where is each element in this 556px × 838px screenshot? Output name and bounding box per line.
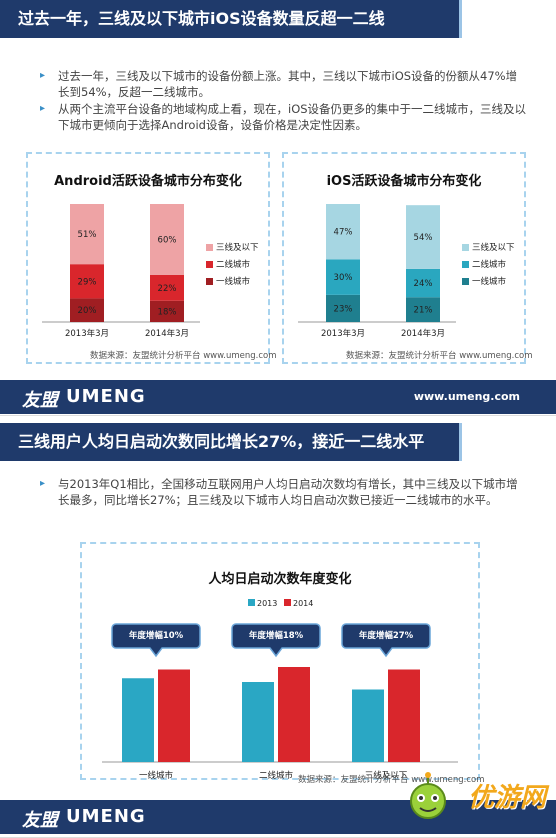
legend-swatch: [248, 599, 255, 606]
data-label: 30%: [334, 273, 353, 283]
legend-swatch: [462, 244, 469, 251]
source-note: 数据来源：友盟统计分析平台 www.umeng.com: [90, 351, 277, 361]
footer-url[interactable]: www.umeng.com: [413, 390, 520, 403]
data-label: 54%: [414, 233, 433, 243]
bar: [122, 678, 154, 762]
data-label: 29%: [78, 277, 97, 287]
launches-chart-panel: 人均日启动次数年度变化 2013 2014 一线城市 年度增幅10% 二线城市 年度增幅1…: [80, 542, 480, 781]
tick-label: 三线及以下: [365, 770, 408, 781]
bar-segment: [326, 259, 360, 295]
bar-segment: [70, 298, 104, 322]
data-label: 22%: [158, 284, 177, 294]
legend-label: 三线及以下: [216, 242, 259, 253]
bullet-item: ▸ 与2013年Q1相比，全国移动互联网用户人均日启动次数均有增长，其中三线及以下…: [40, 476, 528, 508]
data-label: 24%: [414, 279, 433, 289]
slide-title: 三线用户人均日启动次数同比增长27%，接近一二线水平: [0, 423, 462, 461]
ios-stacked-chart: 23% 30% 47% 2013年3月 21% 24% 54% 2014年3月 三线及以下二线城…: [298, 204, 515, 339]
android-chart-panel: Android活跃设备城市分布变化 20% 29% 51% 2013年3月 18% 22%…: [26, 152, 270, 364]
umeng-logo: 友盟: [22, 390, 58, 411]
slide-title: 过去一年，三线及以下城市iOS设备数量反超一二线: [0, 0, 462, 38]
bar-segment: [150, 274, 184, 301]
legend-label: 2014: [293, 599, 313, 608]
bullet-list: ▸ 过去一年，三线及以下城市的设备份额上涨。其中，三线以下城市iOS设备的份额从4…: [40, 68, 528, 134]
tick-label: 2014年3月: [145, 328, 189, 339]
callout-label: 年度增幅27%: [359, 630, 414, 641]
callout-bubble: [231, 623, 321, 658]
tick-label: 2014年3月: [401, 328, 445, 339]
tick-label: 2013年3月: [321, 328, 365, 339]
umeng-logo-en: UMENG: [66, 806, 146, 827]
watermark-text: 优游网: [467, 783, 546, 813]
bullet-item: ▸ 过去一年，三线及以下城市的设备份额上涨。其中，三线以下城市iOS设备的份额从4…: [40, 68, 528, 100]
bar: [242, 682, 274, 762]
bullet-item: ▸ 从两个主流平台设备的地域构成上看，现在，iOS设备仍更多的集中于一二线城市，三…: [40, 101, 528, 133]
legend-label: 三线及以下: [472, 242, 515, 253]
legend-swatch: [284, 599, 291, 606]
legend-swatch: [206, 244, 213, 251]
chart-title: 人均日启动次数年度变化: [208, 572, 352, 587]
slide-daily-launches: 三线用户人均日启动次数同比增长27%，接近一二线水平 ▸ 与2013年Q1相比，全…: [0, 418, 556, 838]
callout-label: 年度增幅18%: [249, 630, 304, 641]
bullet-arrow-icon: ▸: [40, 103, 46, 114]
callout-bubble: [341, 623, 431, 658]
legend-swatch: [462, 261, 469, 268]
bullet-text: 从两个主流平台设备的地域构成上看，现在，iOS设备仍更多的集中于一二线城市，三线…: [58, 102, 527, 132]
bullet-arrow-icon: ▸: [40, 478, 46, 489]
chart-title: iOS活跃设备城市分布变化: [326, 174, 482, 189]
legend-label: 二线城市: [216, 259, 251, 270]
footer-bar: 友盟 UMENG: [0, 800, 556, 834]
data-label: 20%: [78, 306, 97, 316]
bar: [388, 669, 420, 762]
bar: [158, 669, 190, 762]
bar: [352, 689, 384, 762]
callout-bubble: [111, 623, 201, 658]
legend-swatch: [462, 278, 469, 285]
data-label: 23%: [334, 304, 353, 314]
bar-segment: [326, 204, 360, 260]
source-note: 数据来源：友盟统计分析平台 www.umeng.com: [346, 351, 533, 361]
bullet-list: ▸ 与2013年Q1相比，全国移动互联网用户人均日启动次数均有增长，其中三线及以下…: [40, 476, 528, 509]
data-label: 18%: [158, 307, 177, 317]
bar-segment: [406, 268, 440, 298]
data-label: 21%: [414, 306, 433, 316]
tick-label: 一线城市: [139, 770, 174, 781]
umeng-logo-en: UMENG: [66, 386, 146, 407]
bullet-text: 与2013年Q1相比，全国移动互联网用户人均日启动次数均有增长，其中三线及以下城…: [58, 477, 518, 507]
launches-grouped-chart: 2013 2014 一线城市 年度增幅10% 二线城市 年度增幅18% 三线及以下 年度增幅2…: [102, 599, 458, 781]
tick-label: 二线城市: [259, 770, 294, 781]
bar-segment: [70, 264, 104, 299]
legend-label: 2013: [257, 599, 277, 608]
bar-segment: [406, 297, 440, 322]
bar-segment: [70, 204, 104, 265]
chart-title: Android活跃设备城市分布变化: [54, 174, 242, 189]
slide-ios-share: 过去一年，三线及以下城市iOS设备数量反超一二线 ▸ 过去一年，三线及以下城市的设…: [0, 0, 556, 416]
tick-label: 2013年3月: [65, 328, 109, 339]
data-label: 47%: [334, 228, 353, 238]
source-note: 数据来源：友盟统计分析平台 www.umeng.com: [298, 775, 485, 785]
legend-swatch: [206, 278, 213, 285]
legend-label: 一线城市: [216, 276, 251, 287]
android-stacked-chart: 20% 29% 51% 2013年3月 18% 22% 60% 2014年3月 三线及以下二线城…: [42, 204, 259, 339]
bar-segment: [406, 205, 440, 269]
footer-bar: 友盟 UMENG www.umeng.com: [0, 380, 556, 414]
bar-segment: [150, 204, 184, 275]
bullet-arrow-icon: ▸: [40, 70, 46, 81]
legend-label: 一线城市: [472, 276, 507, 287]
legend-label: 二线城市: [472, 259, 507, 270]
bar: [278, 667, 310, 762]
legend-swatch: [206, 261, 213, 268]
ios-chart-panel: iOS活跃设备城市分布变化 23% 30% 47% 2013年3月 21% 24% 54% 2…: [282, 152, 526, 364]
umeng-logo: 友盟: [22, 810, 58, 831]
site-watermark: 优游网: [400, 767, 550, 827]
callout-label: 年度增幅10%: [129, 630, 184, 641]
bullet-text: 过去一年，三线及以下城市的设备份额上涨。其中，三线以下城市iOS设备的份额从47…: [58, 69, 518, 99]
mascot-icon: [410, 772, 446, 819]
bar-segment: [326, 294, 360, 322]
data-label: 60%: [158, 235, 177, 245]
data-label: 51%: [78, 230, 97, 240]
bar-segment: [150, 300, 184, 322]
